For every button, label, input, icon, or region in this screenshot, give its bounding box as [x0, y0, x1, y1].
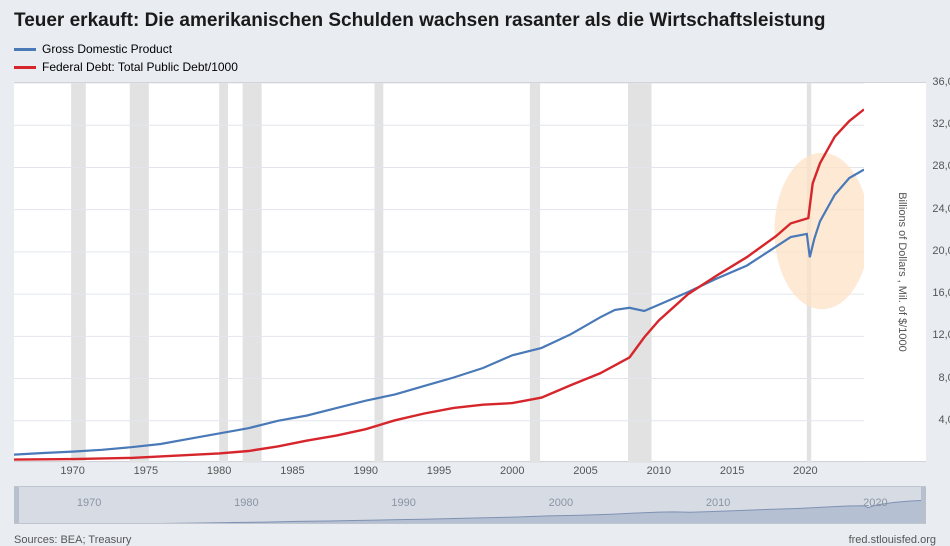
- x-tick-label: 2020: [793, 465, 817, 477]
- y-tick-label: 12,000: [932, 329, 950, 341]
- y-tick-label: 16,000: [932, 287, 950, 299]
- x-tick-label: 1970: [60, 465, 84, 477]
- x-tick-label: 1990: [353, 465, 377, 477]
- y-tick-label: 28,000: [932, 160, 950, 172]
- slider-tick-label: 2000: [549, 497, 573, 509]
- time-range-slider[interactable]: 1970 1980 1990 2000 2010 2020: [14, 486, 926, 524]
- slider-svg: [14, 487, 926, 524]
- legend-item-gdp: Gross Domestic Product: [14, 40, 936, 58]
- x-tick-label: 2015: [720, 465, 744, 477]
- slider-tick-label: 1980: [234, 497, 258, 509]
- legend-swatch-debt: [14, 66, 36, 69]
- y-tick-label: 4,000: [938, 414, 950, 426]
- legend: Gross Domestic Product Federal Debt: Tot…: [14, 40, 936, 76]
- chart-area[interactable]: 04,0008,00012,00016,00020,00024,00028,00…: [14, 82, 926, 462]
- slider-tick-label: 1970: [77, 497, 101, 509]
- y-tick-label: 20,000: [932, 245, 950, 257]
- chart-svg: [14, 83, 864, 463]
- y-axis-label: Billions of Dollars , Mil. of $/1000: [896, 192, 908, 352]
- slider-tick-label: 1990: [391, 497, 415, 509]
- x-tick-label: 2005: [573, 465, 597, 477]
- y-tick-label: 36,000: [932, 76, 950, 88]
- x-tick-label: 1980: [207, 465, 231, 477]
- x-tick-label: 2000: [500, 465, 524, 477]
- x-tick-label: 1995: [427, 465, 451, 477]
- page-root: Teuer erkauft: Die amerikanischen Schuld…: [0, 0, 950, 536]
- legend-swatch-gdp: [14, 48, 36, 51]
- legend-label-debt: Federal Debt: Total Public Debt/1000: [42, 58, 238, 76]
- legend-item-debt: Federal Debt: Total Public Debt/1000: [14, 58, 936, 76]
- y-tick-label: 32,000: [932, 118, 950, 130]
- y-tick-label: 8,000: [938, 372, 950, 384]
- chart-title: Teuer erkauft: Die amerikanischen Schuld…: [14, 10, 936, 32]
- slider-tick-label: 2020: [863, 497, 887, 509]
- legend-label-gdp: Gross Domestic Product: [42, 40, 172, 58]
- slider-tick-label: 2010: [706, 497, 730, 509]
- x-tick-label: 2010: [647, 465, 671, 477]
- x-tick-label: 1975: [134, 465, 158, 477]
- x-tick-label: 1985: [280, 465, 304, 477]
- y-tick-label: 24,000: [932, 203, 950, 215]
